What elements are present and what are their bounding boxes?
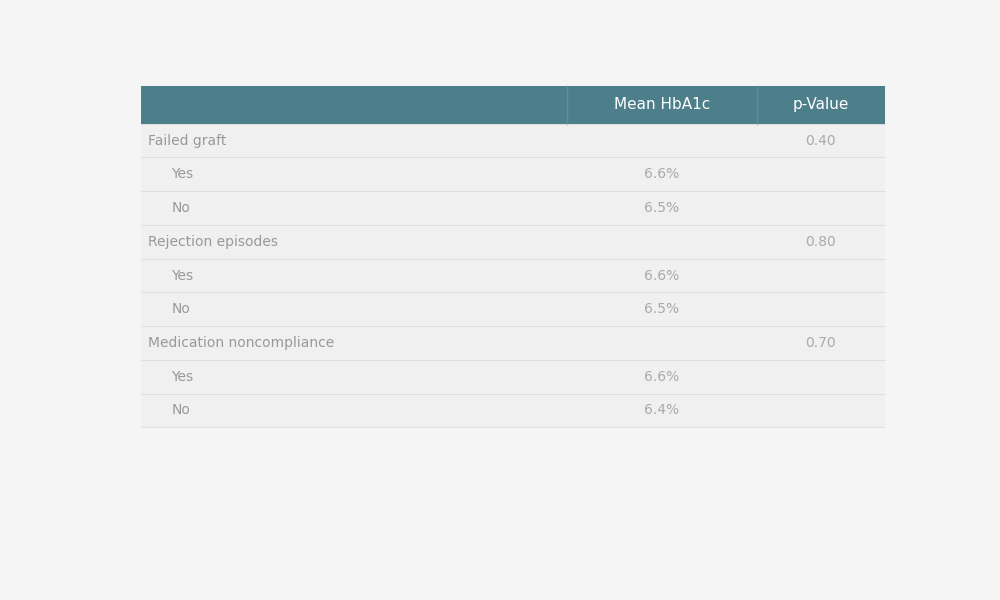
FancyBboxPatch shape <box>140 191 885 225</box>
Text: 6.4%: 6.4% <box>644 403 679 418</box>
Text: Medication noncompliance: Medication noncompliance <box>148 336 334 350</box>
FancyBboxPatch shape <box>140 259 885 292</box>
FancyBboxPatch shape <box>140 157 885 191</box>
Text: No: No <box>172 201 190 215</box>
FancyBboxPatch shape <box>140 292 885 326</box>
Text: Mean HbA1c: Mean HbA1c <box>614 97 710 112</box>
Text: Rejection episodes: Rejection episodes <box>148 235 278 249</box>
Text: 6.6%: 6.6% <box>644 269 679 283</box>
FancyBboxPatch shape <box>140 326 885 360</box>
FancyBboxPatch shape <box>140 225 885 259</box>
Text: Yes: Yes <box>172 269 194 283</box>
Text: Yes: Yes <box>172 167 194 181</box>
Text: 6.5%: 6.5% <box>644 302 679 316</box>
FancyBboxPatch shape <box>140 124 885 157</box>
Text: Yes: Yes <box>172 370 194 383</box>
Text: No: No <box>172 403 190 418</box>
FancyBboxPatch shape <box>140 394 885 427</box>
Text: 6.6%: 6.6% <box>644 167 679 181</box>
Text: 6.5%: 6.5% <box>644 201 679 215</box>
FancyBboxPatch shape <box>140 86 885 124</box>
Text: p-Value: p-Value <box>792 97 849 112</box>
Text: 0.70: 0.70 <box>805 336 836 350</box>
Text: 6.6%: 6.6% <box>644 370 679 383</box>
Text: 0.80: 0.80 <box>805 235 836 249</box>
Text: No: No <box>172 302 190 316</box>
Text: Failed graft: Failed graft <box>148 134 227 148</box>
FancyBboxPatch shape <box>140 360 885 394</box>
Text: 0.40: 0.40 <box>805 134 836 148</box>
